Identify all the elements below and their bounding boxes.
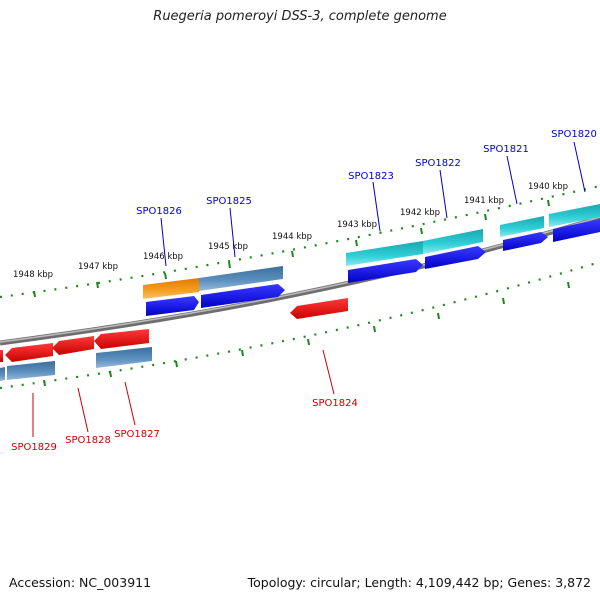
gene-label-spo1823[interactable]: SPO1823: [348, 171, 394, 182]
kbp-label: 1942 kbp: [400, 208, 440, 218]
gene-label-spo1828[interactable]: SPO1828: [65, 435, 111, 446]
leader-line: [573, 141, 586, 193]
cds-arrow-spo1824[interactable]: [290, 298, 348, 319]
leader-line: [506, 155, 518, 205]
cds-arrow-spo1826[interactable]: [146, 296, 199, 316]
kbp-label: 1943 kbp: [337, 220, 377, 230]
gene-label-spo1822[interactable]: SPO1822: [415, 158, 461, 169]
cds-arrow-spo1820[interactable]: [553, 219, 600, 242]
kbp-label: 1947 kbp: [78, 262, 118, 272]
gene-bar-spo1823[interactable]: [346, 241, 423, 266]
upper-ruler: [0, 184, 600, 299]
kbp-label: 1941 kbp: [464, 196, 504, 206]
ruler-tick: [241, 349, 244, 357]
kbp-label: 1944 kbp: [272, 232, 312, 242]
genome-backbone-highlight: [0, 216, 600, 343]
ruler-tick: [33, 290, 36, 298]
cds-arrow-spo1822[interactable]: [425, 246, 486, 269]
forward-cds-arrows: [146, 219, 600, 316]
ruler-tick: [373, 325, 376, 333]
kbp-label: 1946 kbp: [143, 252, 183, 262]
leader-line: [322, 349, 335, 395]
ruler-tick: [175, 360, 178, 368]
cds-arrow-spo1821[interactable]: [503, 232, 548, 251]
ruler-tick: [307, 338, 310, 346]
gene-bar-spo1821[interactable]: [500, 216, 544, 237]
forward-gene-bars: [143, 204, 600, 299]
ruler-tick: [437, 312, 440, 320]
kbp-label: 1945 kbp: [208, 242, 248, 252]
cds-arrow-spo1825[interactable]: [201, 284, 285, 308]
gene-label-spo1825[interactable]: SPO1825: [206, 196, 252, 207]
genome-backbone: [0, 215, 600, 346]
ruler-tick: [164, 272, 167, 280]
reverse-cds-arrows: [0, 298, 348, 362]
cds-arrow-spo1827[interactable]: [94, 329, 149, 349]
lower-ruler-dots: [0, 260, 600, 390]
cds-arrow-spo1829[interactable]: [0, 350, 3, 362]
reverse-gene-bars: [0, 347, 152, 381]
ruler-tick: [96, 281, 99, 289]
genome-summary-text: Topology: circular; Length: 4,109,442 bp…: [247, 575, 591, 590]
gene-bar-spo1827[interactable]: [96, 347, 152, 368]
cds-arrow-spo1828-b[interactable]: [52, 336, 94, 355]
accession-text: Accession: NC_003911: [9, 575, 152, 590]
ruler-tick: [420, 227, 423, 235]
gene-bar-spo1825[interactable]: [199, 266, 283, 291]
gene-bar-spo1829[interactable]: [0, 367, 5, 381]
map-title: Ruegeria pomeroyi DSS-3, complete genome: [153, 9, 447, 24]
ruler-labels: 1948 kbp 1947 kbp 1946 kbp 1945 kbp 1944…: [13, 182, 568, 280]
leader-line: [124, 381, 136, 426]
ruler-tick: [502, 297, 505, 305]
ruler-tick: [567, 281, 570, 289]
ruler-tick: [228, 261, 231, 269]
gene-bar-spo1826[interactable]: [143, 278, 199, 299]
ruler-tick: [484, 213, 487, 221]
gene-label-spo1824[interactable]: SPO1824: [312, 398, 358, 409]
leader-line: [77, 387, 89, 433]
ruler-tick: [109, 370, 112, 378]
gene-label-spo1826[interactable]: SPO1826: [136, 206, 182, 217]
gene-bar-spo1820[interactable]: [549, 204, 600, 227]
gene-bar-spo1828[interactable]: [7, 361, 55, 380]
gene-label-spo1820[interactable]: SPO1820: [551, 129, 597, 140]
leader-line: [160, 217, 167, 267]
ruler-tick: [355, 239, 358, 247]
cds-arrow-spo1823[interactable]: [348, 259, 423, 283]
ruler-tick: [547, 199, 550, 207]
ruler-tick: [291, 250, 294, 258]
lower-ruler: [0, 260, 600, 390]
gene-label-spo1821[interactable]: SPO1821: [483, 144, 529, 155]
gene-label-spo1827[interactable]: SPO1827: [114, 429, 160, 440]
leader-line: [229, 207, 236, 258]
ruler-tick: [43, 379, 46, 387]
forward-leader-lines: [160, 141, 586, 267]
leader-line: [372, 181, 381, 232]
reverse-gene-labels: SPO1829 SPO1828 SPO1827 SPO1824: [11, 398, 358, 453]
reverse-leader-lines: [32, 349, 335, 437]
kbp-label: 1940 kbp: [528, 182, 568, 192]
cds-arrow-spo1828-a[interactable]: [5, 343, 53, 362]
forward-gene-labels: SPO1826 SPO1825 SPO1823 SPO1822 SPO1821 …: [136, 129, 597, 217]
gene-bar-spo1822[interactable]: [423, 229, 483, 254]
leader-line: [439, 169, 448, 219]
gene-label-spo1829[interactable]: SPO1829: [11, 442, 57, 453]
kbp-label: 1948 kbp: [13, 270, 53, 280]
